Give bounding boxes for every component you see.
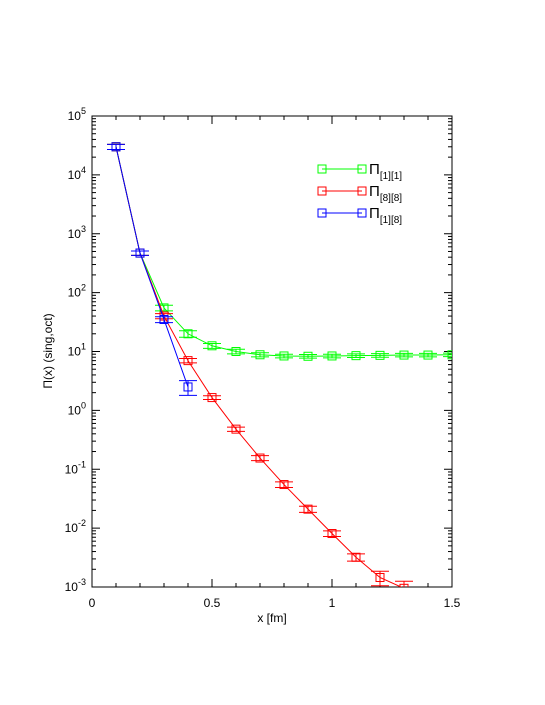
- data-point: [207, 341, 217, 351]
- data-point: [183, 329, 193, 339]
- data-point: [279, 480, 289, 490]
- legend-item: Π[8][8]: [317, 183, 402, 204]
- data-point: [447, 350, 452, 360]
- y-axis-ticks: 10-3 10-2 10-1 100 101 102 103 104 105: [65, 106, 452, 594]
- x-tick-label: 1.5: [444, 596, 461, 610]
- y-tick-label: 10-1: [65, 459, 86, 476]
- y-tick-label: 104: [68, 165, 86, 182]
- data-point: [159, 314, 169, 324]
- series-1-1: [107, 142, 452, 361]
- data-point: [183, 356, 193, 366]
- legend-label: Π[1][1]: [369, 161, 402, 182]
- y-tick-label: 103: [68, 224, 86, 241]
- y-tick-label: 100: [68, 400, 86, 417]
- legend-marker: [357, 186, 367, 196]
- series-1-8: [107, 142, 197, 396]
- data-point: [375, 572, 385, 582]
- legend-label: Π[8][8]: [369, 183, 402, 204]
- data-point: [303, 351, 313, 361]
- data-point: [423, 350, 433, 360]
- series-layer: [107, 142, 452, 587]
- data-point: [399, 350, 409, 360]
- legend-item: Π[1][1]: [317, 161, 402, 182]
- data-point: [279, 351, 289, 361]
- y-tick-label: 105: [68, 106, 86, 123]
- data-point: [183, 382, 193, 392]
- data-point: [255, 453, 265, 463]
- data-point: [207, 393, 217, 403]
- x-tick-label: 0: [89, 596, 96, 610]
- data-point: [327, 351, 337, 361]
- data-point: [351, 552, 361, 562]
- legend-marker: [317, 186, 327, 196]
- plot-frame: [91, 115, 453, 588]
- data-point: [111, 142, 121, 152]
- y-tick-label: 10-3: [65, 577, 86, 594]
- series-line: [115, 146, 189, 388]
- legend-item: Π[1][8]: [317, 205, 402, 226]
- y-tick-label: 102: [68, 283, 86, 300]
- legend-marker: [317, 208, 327, 218]
- data-point: [303, 504, 313, 514]
- data-point: [255, 350, 265, 360]
- x-axis-label: x [fm]: [257, 611, 286, 625]
- x-tick-label: 1: [329, 596, 336, 610]
- data-point: [231, 424, 241, 434]
- data-point: [375, 350, 385, 360]
- legend-marker: [317, 164, 327, 174]
- x-axis-ticks: 0 0.5 1 1.5: [89, 116, 461, 610]
- y-axis-label: Π(x) (sing,oct): [41, 313, 55, 388]
- data-point: [351, 351, 361, 361]
- series-8-8: [107, 142, 413, 587]
- legend-marker: [357, 164, 367, 174]
- legend-marker: [357, 208, 367, 218]
- data-point: [231, 347, 241, 356]
- legend: Π[1][1]Π[8][8]Π[1][8]: [317, 161, 402, 226]
- data-point: [327, 529, 337, 539]
- y-tick-label: 10-2: [65, 518, 86, 535]
- data-point: [135, 248, 145, 258]
- legend-label: Π[1][8]: [369, 205, 402, 226]
- data-point: [399, 583, 409, 587]
- x-tick-label: 0.5: [204, 596, 221, 610]
- y-tick-label: 101: [68, 342, 86, 359]
